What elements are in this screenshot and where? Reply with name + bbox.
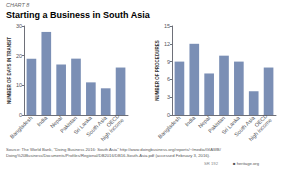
svg-text:CHART 8: CHART 8 — [6, 2, 30, 8]
svg-text:India: India — [184, 114, 197, 127]
svg-text:Nepal: Nepal — [196, 114, 212, 130]
svg-text:NUMBER OF DAYS IN TRANSIT: NUMBER OF DAYS IN TRANSIT — [7, 37, 12, 104]
svg-text:NUMBER OF PROCEDURES: NUMBER OF PROCEDURES — [155, 40, 160, 100]
svg-text:30: 30 — [16, 23, 22, 29]
svg-text:Sri Lanka: Sri Lanka — [220, 114, 241, 136]
svg-text:12: 12 — [164, 41, 170, 47]
svg-text:high income: high income — [248, 117, 273, 142]
svg-text:South Asia: South Asia — [233, 114, 256, 138]
svg-text:Bangladesh: Bangladesh — [157, 115, 182, 140]
svg-text:0: 0 — [167, 112, 170, 118]
svg-text:high income: high income — [100, 117, 125, 142]
svg-text:■ heritage.org: ■ heritage.org — [233, 161, 260, 166]
svg-text:Pakistan: Pakistan — [207, 114, 227, 134]
svg-text:South Asia: South Asia — [85, 114, 108, 138]
svg-text:Source: The World Bank, "Doing: Source: The World Bank, "Doing Business … — [6, 147, 222, 152]
svg-text:15: 15 — [164, 23, 170, 29]
svg-text:3: 3 — [167, 94, 170, 100]
svg-text:Starting a Business in South A: Starting a Business in South Asia — [6, 10, 151, 20]
svg-text:Bangladesh: Bangladesh — [9, 115, 34, 140]
svg-text:Doing%20Business/Documents/Pro: Doing%20Business/Documents/Profiles/Regi… — [6, 153, 210, 158]
svg-text:Sri Lanka: Sri Lanka — [72, 114, 93, 136]
svg-text:SR 192: SR 192 — [204, 161, 219, 166]
svg-text:0: 0 — [19, 112, 22, 118]
svg-text:Pakistan: Pakistan — [59, 114, 79, 134]
svg-text:6: 6 — [167, 76, 170, 82]
svg-text:India: India — [36, 114, 49, 127]
svg-text:OECD: OECD — [253, 112, 269, 129]
svg-text:9: 9 — [167, 59, 170, 65]
svg-text:Nepal: Nepal — [48, 114, 64, 130]
svg-text:OECD: OECD — [105, 112, 121, 129]
svg-text:10: 10 — [16, 82, 22, 88]
svg-text:20: 20 — [16, 53, 22, 59]
